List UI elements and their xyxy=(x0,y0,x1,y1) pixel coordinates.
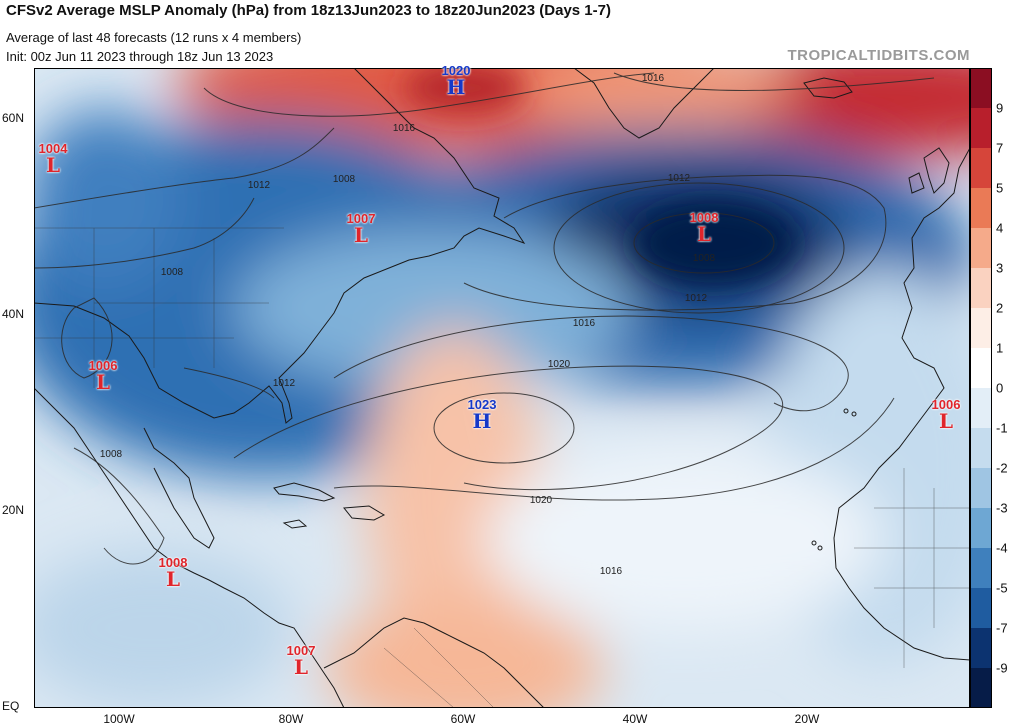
colorbar-swatch xyxy=(970,388,992,429)
isobar-label: 1012 xyxy=(668,173,691,184)
colorbar-tick-label: -5 xyxy=(996,580,1008,596)
colorbar-tick-label: -3 xyxy=(996,500,1008,516)
isobar-label: 1008 xyxy=(161,267,184,278)
isobar-label: 1016 xyxy=(573,318,596,329)
colorbar-swatch xyxy=(970,308,992,349)
low-pressure-marker: 1006 L xyxy=(931,397,961,433)
colorbar-swatch xyxy=(970,628,992,669)
lat-label: 60N xyxy=(2,111,25,125)
isobar-label: 1020 xyxy=(530,495,553,506)
colorbar-tick-label: 9 xyxy=(996,100,1004,116)
anomaly-field xyxy=(34,68,970,708)
lon-label: 80W xyxy=(278,712,304,726)
colorbar-swatch xyxy=(970,548,992,589)
lon-label: 40W xyxy=(622,712,648,726)
map-title: CFSv2 Average MSLP Anomaly (hPa) from 18… xyxy=(6,2,611,19)
map-subtitle: Average of last 48 forecasts (12 runs x … xyxy=(6,30,302,45)
anomaly-map: 1016 1016 1012 1008 1008 1008 1012 1012 … xyxy=(34,68,970,708)
isobar-label: 1008 xyxy=(100,449,123,460)
lat-label: EQ xyxy=(2,699,20,713)
colorbar-swatch xyxy=(970,348,992,389)
colorbar-tick-label: -9 xyxy=(996,660,1008,676)
low-pressure-marker: 1007 L xyxy=(346,211,376,247)
colorbar-tick-label: 0 xyxy=(996,380,1004,396)
colorbar-swatch xyxy=(970,188,992,229)
lon-label: 100W xyxy=(103,712,135,726)
isobar-label: 1016 xyxy=(642,73,665,84)
colorbar-swatch xyxy=(970,148,992,189)
high-pressure-marker: 1023 H xyxy=(467,397,497,433)
isobar-label: 1012 xyxy=(685,293,708,304)
isobar-lines xyxy=(34,72,935,565)
colorbar xyxy=(970,68,992,708)
colorbar-tick-label: 7 xyxy=(996,140,1004,156)
low-pressure-marker: 1004 L xyxy=(38,141,68,177)
colorbar-swatch xyxy=(970,228,992,269)
colorbar-tick-label: -7 xyxy=(996,620,1008,636)
colorbar-swatch xyxy=(970,268,992,309)
low-pressure-marker: 1007 L xyxy=(286,643,316,679)
isobar-label: 1012 xyxy=(273,378,296,389)
low-pressure-marker: 1008 L xyxy=(158,555,188,591)
high-pressure-marker: 1020 H xyxy=(441,63,471,99)
colorbar-swatch xyxy=(970,508,992,549)
init-time: Init: 00z Jun 11 2023 through 18z Jun 13… xyxy=(6,49,274,64)
isobar-label: 1008 xyxy=(693,253,716,264)
isobar-label: 1008 xyxy=(333,174,356,185)
colorbar-tick-label: 1 xyxy=(996,340,1004,356)
colorbar-tick-label: 4 xyxy=(996,220,1004,236)
colorbar-tick-label: -1 xyxy=(996,420,1008,436)
colorbar-tick-label: -2 xyxy=(996,460,1008,476)
lat-label: 20N xyxy=(2,503,25,517)
colorbar-tick-label: 5 xyxy=(996,180,1004,196)
lon-label: 60W xyxy=(450,712,476,726)
colorbar-swatch xyxy=(970,108,992,149)
isobar-label: 1016 xyxy=(393,123,416,134)
isobar-label: 1012 xyxy=(248,180,271,191)
colorbar-swatch xyxy=(970,588,992,629)
coastlines xyxy=(34,68,970,708)
colorbar-swatch xyxy=(970,428,992,469)
colorbar-tick-label: 3 xyxy=(996,260,1004,276)
colorbar-swatch xyxy=(970,68,992,109)
colorbar-swatch xyxy=(970,468,992,509)
colorbar-tick-label: -4 xyxy=(996,540,1008,556)
colorbar-tick-label: 2 xyxy=(996,300,1004,316)
low-pressure-marker: 1006 L xyxy=(88,358,118,394)
lon-label: 20W xyxy=(794,712,820,726)
low-pressure-marker: 1008 L xyxy=(689,210,719,246)
isobar-label: 1020 xyxy=(548,359,571,370)
isobar-label: 1016 xyxy=(600,566,623,577)
lat-label: 40N xyxy=(2,307,25,321)
colorbar-swatch xyxy=(970,668,992,708)
brand-watermark: TROPICALTIDBITS.COM xyxy=(787,47,970,64)
